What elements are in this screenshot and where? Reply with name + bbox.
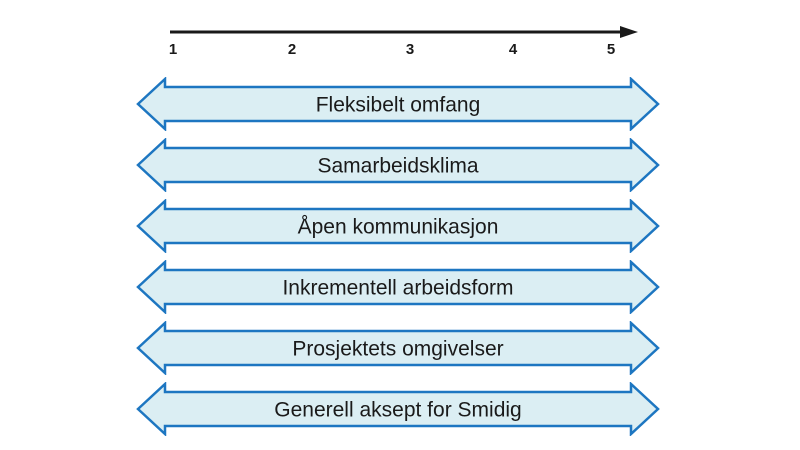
factor-arrow-row: Fleksibelt omfang [136, 77, 660, 131]
factor-label: Generell aksept for Smidig [274, 398, 521, 421]
axis-tick-labels: 1 2 3 4 5 [160, 39, 650, 61]
axis-tick-label: 3 [405, 41, 415, 58]
double-arrow-shape [136, 260, 660, 314]
factor-label: Samarbeidsklima [317, 154, 478, 177]
axis-tick-label: 5 [606, 41, 616, 58]
axis-tick-label: 1 [168, 41, 178, 58]
factor-arrows: Fleksibelt omfang Samarbeidsklima Åpen k… [136, 77, 660, 443]
double-arrow-shape [136, 199, 660, 253]
factor-label: Fleksibelt omfang [316, 93, 481, 116]
factor-arrow-row: Inkrementell arbeidsform [136, 260, 660, 314]
double-arrow-shape [136, 321, 660, 375]
factor-arrow-row: Åpen kommunikasjon [136, 199, 660, 253]
scale-axis: 1 2 3 4 5 [160, 24, 650, 64]
factor-label: Prosjektets omgivelser [292, 337, 503, 360]
factor-arrow-row: Prosjektets omgivelser [136, 321, 660, 375]
double-arrow-shape [136, 77, 660, 131]
factor-arrow-row: Generell aksept for Smidig [136, 382, 660, 436]
axis-arrow-right-icon [170, 26, 638, 38]
axis-tick-label: 2 [287, 41, 297, 58]
double-arrow-shape [136, 138, 660, 192]
factor-arrow-row: Samarbeidsklima [136, 138, 660, 192]
double-arrow-shape [136, 382, 660, 436]
factor-label: Åpen kommunikasjon [298, 215, 499, 238]
axis-tick-label: 4 [508, 41, 518, 58]
factor-label: Inkrementell arbeidsform [282, 276, 513, 299]
